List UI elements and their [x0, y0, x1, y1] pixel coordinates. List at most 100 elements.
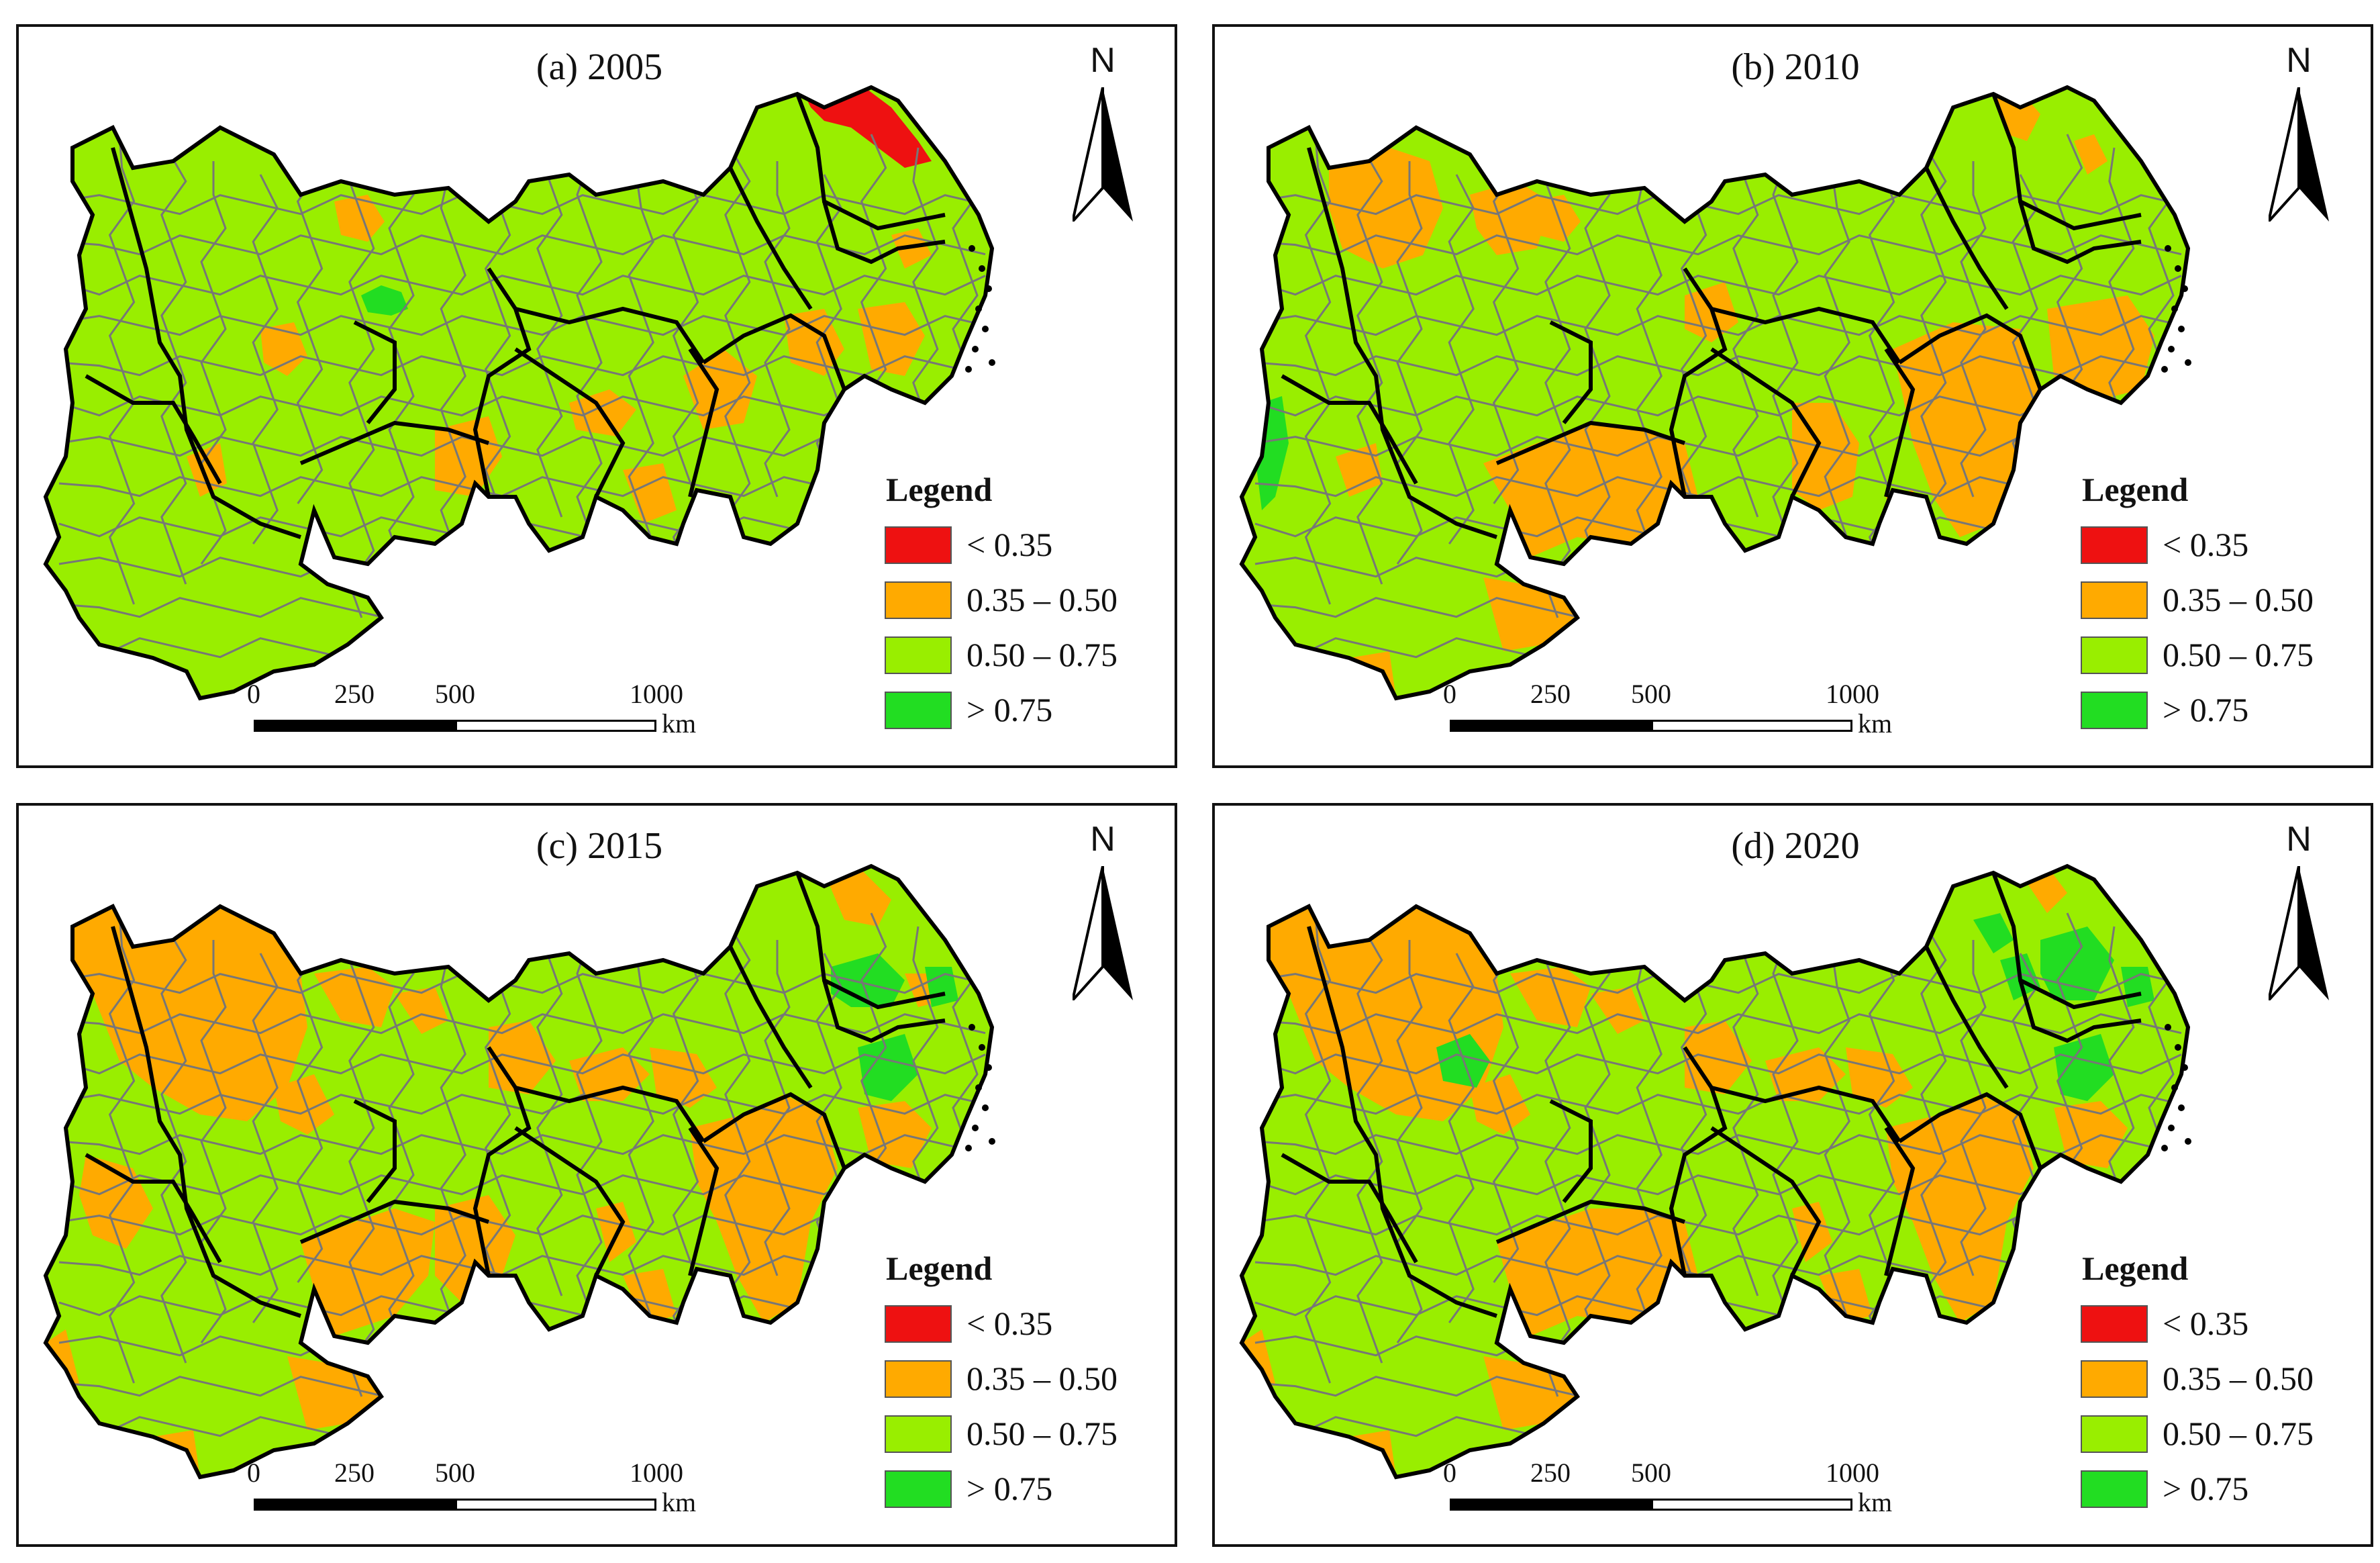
legend-label: > 0.75	[966, 1470, 1053, 1507]
island-dot	[975, 1084, 982, 1091]
legend-swatch	[885, 526, 952, 564]
county-boundary	[388, 160, 415, 598]
island-dot	[2185, 359, 2191, 366]
legend-item: > 0.75	[2081, 1466, 2363, 1513]
island-dot	[2161, 366, 2168, 373]
legend-swatch	[885, 1305, 952, 1343]
scale-tick-label: 1000	[630, 679, 683, 709]
province-boundary	[515, 1085, 705, 1143]
region-035-050	[690, 1094, 838, 1323]
province-boundary	[514, 347, 626, 498]
scale-segment-white	[1651, 720, 1852, 732]
region-035-050	[650, 1047, 717, 1108]
region-035-050	[1349, 651, 1396, 698]
region-outline	[1239, 85, 2191, 701]
island-dot	[982, 326, 989, 332]
province-boundary	[1710, 1126, 1822, 1277]
scale-tick-label: 1000	[630, 1458, 683, 1488]
county-boundary	[58, 275, 986, 296]
county-boundary	[440, 953, 466, 1357]
island-dot	[2165, 1024, 2171, 1031]
region-035-050	[72, 906, 307, 1121]
county-boundary	[1544, 147, 1571, 618]
county-boundary	[1960, 161, 1987, 498]
legend-title: Legend	[886, 471, 993, 508]
island-dot	[965, 1145, 972, 1151]
legend: Legend < 0.35 0.35 – 0.50 0.50 – 0.75 > 0.75	[2081, 1249, 2349, 1531]
county-boundary	[252, 953, 279, 1323]
region-below-035	[804, 87, 932, 168]
county-boundary	[1920, 147, 1947, 551]
island-dot	[2175, 1044, 2181, 1051]
legend-swatch	[885, 1360, 952, 1398]
region-outline	[43, 863, 995, 1480]
legend-item: > 0.75	[2081, 688, 2363, 735]
region-035-050	[1846, 1047, 1913, 1108]
county-boundary	[58, 1134, 986, 1155]
province-boundary	[111, 147, 301, 539]
island-dot	[975, 305, 982, 312]
county-boundary	[1254, 1013, 2182, 1035]
county-boundary	[1356, 147, 1383, 585]
scale-tick-label: 500	[1631, 679, 1671, 709]
legend-swatch	[885, 692, 952, 729]
panel-title: (c) 2015	[536, 825, 663, 867]
legend-swatch	[2081, 526, 2148, 564]
choropleth-map	[1239, 85, 2191, 701]
scale-tick-label: 250	[1530, 1458, 1571, 1488]
province-boundary	[111, 926, 301, 1318]
province-boundary	[1711, 306, 1901, 364]
region-035-050	[1470, 181, 1550, 255]
province-boundary	[728, 167, 813, 310]
legend-swatch	[2081, 581, 2148, 619]
county-boundary	[348, 147, 375, 618]
legend-item: 0.35 – 0.50	[885, 577, 1167, 624]
scale-tick-label: 250	[334, 1458, 375, 1488]
province-boundary	[688, 348, 720, 498]
legend-item: 0.35 – 0.50	[885, 1356, 1167, 1403]
scale-bar: 0 250 500 1000 km	[1443, 1457, 1960, 1537]
county-boundary	[724, 926, 751, 1330]
scale-unit: km	[1858, 708, 1893, 739]
island-dot	[989, 1138, 995, 1145]
legend-swatch	[885, 581, 952, 619]
region-035-050	[1349, 1430, 1396, 1477]
county-boundary	[1304, 912, 1332, 1384]
region-035-050	[1497, 1209, 1698, 1336]
panel-title: (a) 2005	[536, 46, 663, 88]
province-boundary	[1281, 1153, 1418, 1264]
island-dot	[979, 265, 985, 272]
county-boundary	[1920, 926, 1947, 1330]
region-above-075	[2054, 1034, 2114, 1101]
region-035-050	[623, 1269, 677, 1323]
legend-item: 0.35 – 0.50	[2081, 1356, 2363, 1403]
north-arrow-icon	[1073, 87, 1133, 222]
legend-title: Legend	[886, 1249, 993, 1287]
legend-label: > 0.75	[966, 691, 1053, 728]
island-dot	[989, 359, 995, 366]
county-boundary	[1254, 234, 2182, 256]
province-boundary	[1924, 945, 2009, 1089]
legend: Legend < 0.35 0.35 – 0.50 0.50 – 0.75 > 0.75	[885, 1249, 1153, 1531]
province-boundary	[1307, 926, 1497, 1318]
island-dot	[2161, 1145, 2168, 1151]
island-dot	[2168, 1125, 2175, 1131]
scale-segment-white	[1651, 1499, 1852, 1511]
north-arrow: N	[2262, 40, 2336, 222]
region-035-050	[1591, 987, 1644, 1034]
island-dot	[2175, 265, 2181, 272]
province-boundary	[353, 1099, 397, 1203]
legend-label: > 0.75	[2163, 691, 2249, 728]
region-035-050	[1336, 443, 1383, 497]
county-boundary	[724, 147, 751, 551]
scale-tick-label: 1000	[1826, 679, 1879, 709]
county-boundary	[628, 174, 654, 578]
legend-swatch	[885, 636, 952, 674]
county-boundary	[1584, 939, 1611, 1377]
north-arrow-icon	[2269, 87, 2329, 222]
province-boundary	[515, 306, 705, 364]
county-boundary	[1824, 953, 1850, 1357]
county-boundary	[160, 147, 187, 585]
legend-label: 0.35 – 0.50	[966, 581, 1118, 618]
island-dot	[2171, 305, 2178, 312]
